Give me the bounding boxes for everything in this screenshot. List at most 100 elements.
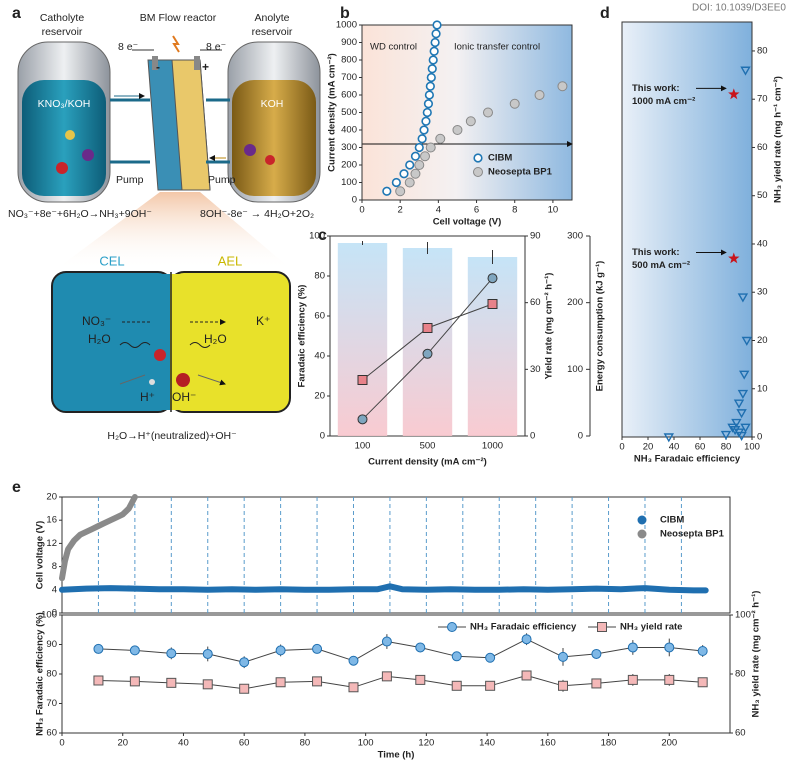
label: H₂O xyxy=(204,332,227,346)
label: 8 e⁻ xyxy=(206,41,227,53)
marker xyxy=(93,675,104,686)
marker xyxy=(129,645,140,656)
marker xyxy=(399,169,409,179)
y-tick-label: 60 xyxy=(735,728,746,739)
axis-label: Energy consumption (kJ g⁻¹) xyxy=(595,261,606,392)
x-tick-label: 140 xyxy=(479,738,495,749)
plot-frame xyxy=(61,614,731,734)
x-tick-label: 200 xyxy=(661,738,677,749)
legend-label: Neosepta BP1 xyxy=(660,529,725,540)
label: AEL xyxy=(218,253,243,268)
x-tick-label: 80 xyxy=(300,738,311,749)
marker xyxy=(521,670,532,681)
x-tick-label: 10 xyxy=(548,205,559,216)
marker xyxy=(431,29,441,39)
marker xyxy=(627,674,638,685)
y-tick-label: 80 xyxy=(46,669,57,680)
marker xyxy=(697,677,708,688)
y-tick-label: 70 xyxy=(757,94,768,105)
marker xyxy=(312,676,323,687)
y-tick-label: 70 xyxy=(46,698,57,709)
annotation: WD control xyxy=(370,42,417,53)
x-tick-label: 1000 xyxy=(482,441,503,452)
legend-label: NH₃ Faradaic efficiency xyxy=(470,622,577,633)
y-tick-label: 200 xyxy=(341,160,357,171)
x-tick-label: 100 xyxy=(355,441,371,452)
equation: NO₃⁻+8e⁻+6H₂O→NH₃+9OH⁻ xyxy=(8,208,152,220)
y-tick-label: 12 xyxy=(46,538,57,549)
marker xyxy=(733,399,745,409)
label: 8 e⁻ xyxy=(118,41,139,53)
x-tick-label: 0 xyxy=(59,738,64,749)
marker xyxy=(740,66,751,76)
plot-frame xyxy=(61,496,731,614)
x-tick-label: 0 xyxy=(359,205,364,216)
y-tick-label: 60 xyxy=(757,142,768,153)
marker xyxy=(591,648,602,659)
annotation: Ionic transfer control xyxy=(454,42,540,53)
axis-label: NH₃ yield rate (mg cm⁻² h⁻¹) xyxy=(751,591,762,718)
marker xyxy=(425,142,436,153)
y-tick-label: 700 xyxy=(341,72,357,83)
marker xyxy=(422,348,433,359)
x-tick-label: 100 xyxy=(358,738,374,749)
marker xyxy=(697,645,708,656)
plot-frame xyxy=(621,21,753,438)
label: Pump xyxy=(208,174,236,186)
marker xyxy=(414,142,424,153)
marker xyxy=(381,671,392,682)
marker xyxy=(557,81,568,92)
marker xyxy=(202,679,213,690)
marker xyxy=(357,414,368,425)
y-tick-label: 90 xyxy=(46,639,57,650)
marker xyxy=(727,423,738,433)
marker xyxy=(419,125,429,135)
series-line xyxy=(97,675,704,690)
y-tick-label: 500 xyxy=(341,107,357,118)
marker xyxy=(728,88,740,100)
series-line xyxy=(59,583,709,594)
label: OH⁻ xyxy=(172,390,196,404)
label: + xyxy=(202,60,209,74)
marker xyxy=(473,153,483,163)
panel-label: a xyxy=(12,5,21,22)
label: reservoir xyxy=(42,26,83,38)
annotation: This work: xyxy=(632,247,680,258)
marker xyxy=(483,107,493,118)
marker xyxy=(487,273,498,284)
marker xyxy=(357,375,368,385)
marker xyxy=(740,423,751,433)
marker xyxy=(534,90,545,100)
y-tick-label: 40 xyxy=(757,238,768,249)
marker xyxy=(430,37,440,48)
x-tick-label: 180 xyxy=(601,738,617,749)
marker xyxy=(312,643,323,654)
x-tick-label: 8 xyxy=(512,205,517,216)
label: KOH xyxy=(261,98,284,110)
marker xyxy=(404,177,415,188)
x-tick-label: 100 xyxy=(744,442,760,453)
legend-label: Neosepta BP1 xyxy=(488,167,553,178)
marker xyxy=(415,642,426,653)
y-tick-label: 800 xyxy=(341,55,357,66)
marker xyxy=(421,116,431,126)
y-tick-label: 100 xyxy=(309,231,325,242)
bar xyxy=(402,248,453,436)
y-tick-label: 8 xyxy=(52,561,57,572)
marker xyxy=(425,81,435,91)
axis-label: NH₃ yield rate (mg h⁻¹ cm⁻²) xyxy=(773,76,784,203)
marker xyxy=(720,430,732,440)
label: Anolyte xyxy=(254,12,289,24)
panel-label: b xyxy=(340,5,350,22)
marker xyxy=(451,651,462,662)
marker xyxy=(410,151,421,161)
axis-label: Faradaic efficiency (%) xyxy=(297,285,308,388)
legend-marker xyxy=(637,529,647,539)
y-tick-label: 80 xyxy=(314,271,325,282)
marker xyxy=(473,167,483,177)
y-tick-label: 90 xyxy=(530,231,541,242)
y-tick-label: 0 xyxy=(530,431,535,442)
y-tick-label: 16 xyxy=(46,515,57,526)
marker xyxy=(348,655,359,666)
